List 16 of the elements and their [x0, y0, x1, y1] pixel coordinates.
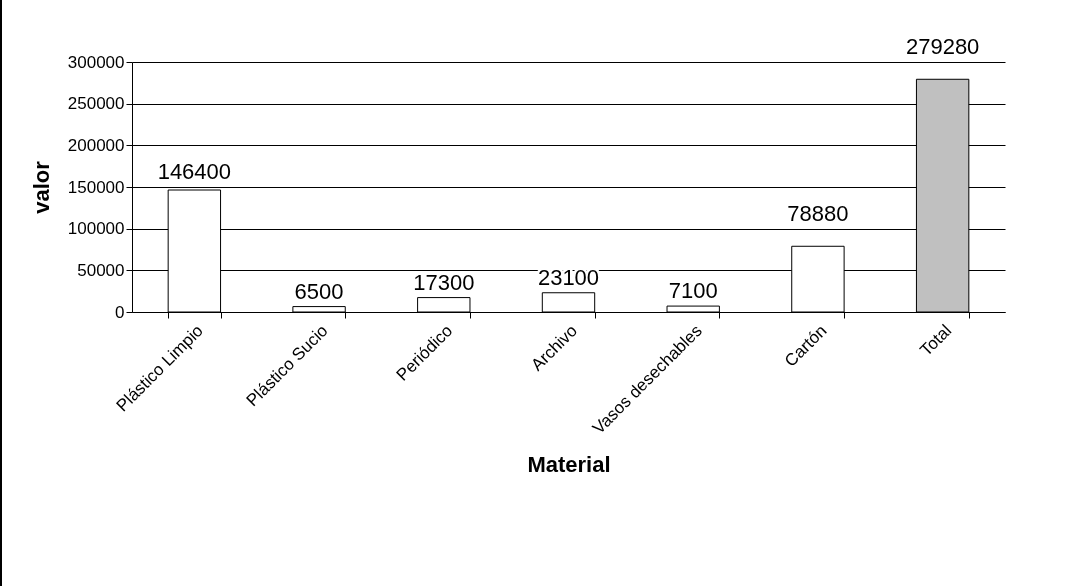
data-label: 78880	[787, 200, 849, 226]
data-label: 6500	[294, 278, 344, 304]
x-axis-title: Material	[527, 452, 611, 478]
y-tick-label: 0	[115, 302, 125, 322]
data-label: 279280	[905, 34, 980, 59]
y-tick-label: 250000	[67, 94, 125, 114]
y-tick-label: 100000	[67, 219, 125, 239]
y-tick-label: 200000	[67, 135, 125, 155]
data-label: 17300	[413, 269, 475, 295]
data-label: 23100	[537, 264, 600, 290]
data-label: 146400	[157, 159, 232, 184]
data-label: 7100	[668, 278, 718, 304]
y-tick-label: 300000	[67, 52, 125, 72]
y-axis-title: valor	[28, 160, 54, 214]
y-tick-label: 50000	[77, 260, 125, 280]
y-tick-label: 150000	[67, 177, 125, 197]
